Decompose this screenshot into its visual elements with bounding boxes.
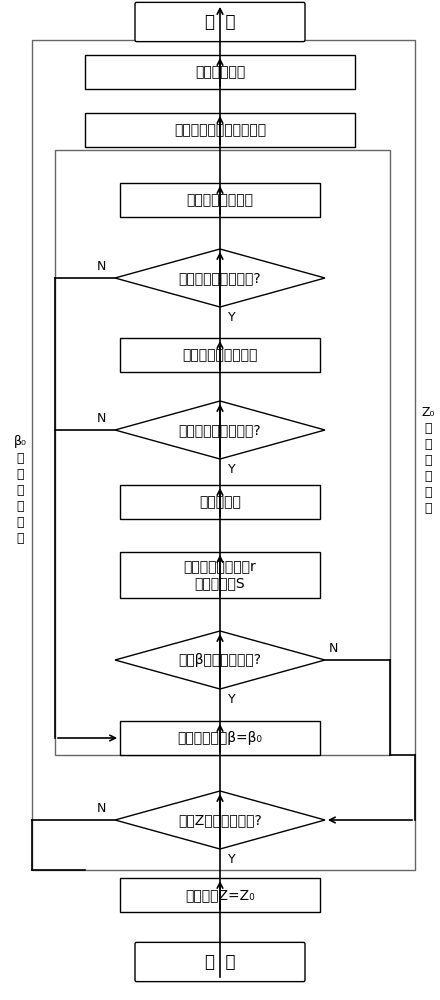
Text: 结  束: 结 束 <box>205 13 235 31</box>
Polygon shape <box>115 249 325 307</box>
Polygon shape <box>115 401 325 459</box>
Text: 转角β是否满足要求?: 转角β是否满足要求? <box>179 653 261 667</box>
Text: N: N <box>97 412 106 425</box>
Bar <box>120 338 320 372</box>
Text: 截面Z是否满足要求?: 截面Z是否满足要求? <box>178 813 262 827</box>
Text: Y: Y <box>228 693 236 706</box>
Bar <box>120 485 320 519</box>
Bar <box>85 113 355 147</box>
Bar <box>32 40 415 870</box>
Text: 截面齿形完善: 截面齿形完善 <box>195 65 245 79</box>
Text: 设定截面Z=Z₀: 设定截面Z=Z₀ <box>185 888 255 902</box>
Text: Y: Y <box>228 853 236 866</box>
Text: 噌合部分齿廓点计算完成: 噌合部分齿廓点计算完成 <box>174 123 266 137</box>
Bar <box>120 552 320 598</box>
FancyBboxPatch shape <box>135 2 305 42</box>
Text: 坐标变换得到齿廓点: 坐标变换得到齿廓点 <box>182 348 258 362</box>
Text: Z₀
增
加
一
个
步
长: Z₀ 增 加 一 个 步 长 <box>422 406 435 514</box>
Text: Y: Y <box>228 463 236 476</box>
Text: N: N <box>329 642 338 655</box>
Text: 计算噌合点: 计算噌合点 <box>199 495 241 509</box>
Polygon shape <box>115 791 325 849</box>
Text: 齿廓点是否满足要求?: 齿廓点是否满足要求? <box>179 271 261 285</box>
Text: 计算瞬时节圆半径r
与齿条位移S: 计算瞬时节圆半径r 与齿条位移S <box>183 560 257 590</box>
Bar <box>120 721 320 755</box>
Text: N: N <box>97 260 106 273</box>
Text: Y: Y <box>228 311 236 324</box>
Text: N: N <box>97 802 106 815</box>
Text: 开  始: 开 始 <box>205 953 235 971</box>
Bar <box>85 55 355 89</box>
FancyBboxPatch shape <box>135 942 305 982</box>
Bar <box>120 878 320 912</box>
Bar <box>55 150 390 755</box>
Text: 设定齿扇转角β=β₀: 设定齿扇转角β=β₀ <box>178 731 262 745</box>
Text: β₀
增
加
一
个
步
长: β₀ 增 加 一 个 步 长 <box>14 436 26 544</box>
Polygon shape <box>115 631 325 689</box>
Text: 噌合点是否满足要求?: 噌合点是否满足要求? <box>179 423 261 437</box>
Bar <box>120 183 320 217</box>
Text: 保存齿廓点坐标値: 保存齿廓点坐标値 <box>187 193 253 207</box>
